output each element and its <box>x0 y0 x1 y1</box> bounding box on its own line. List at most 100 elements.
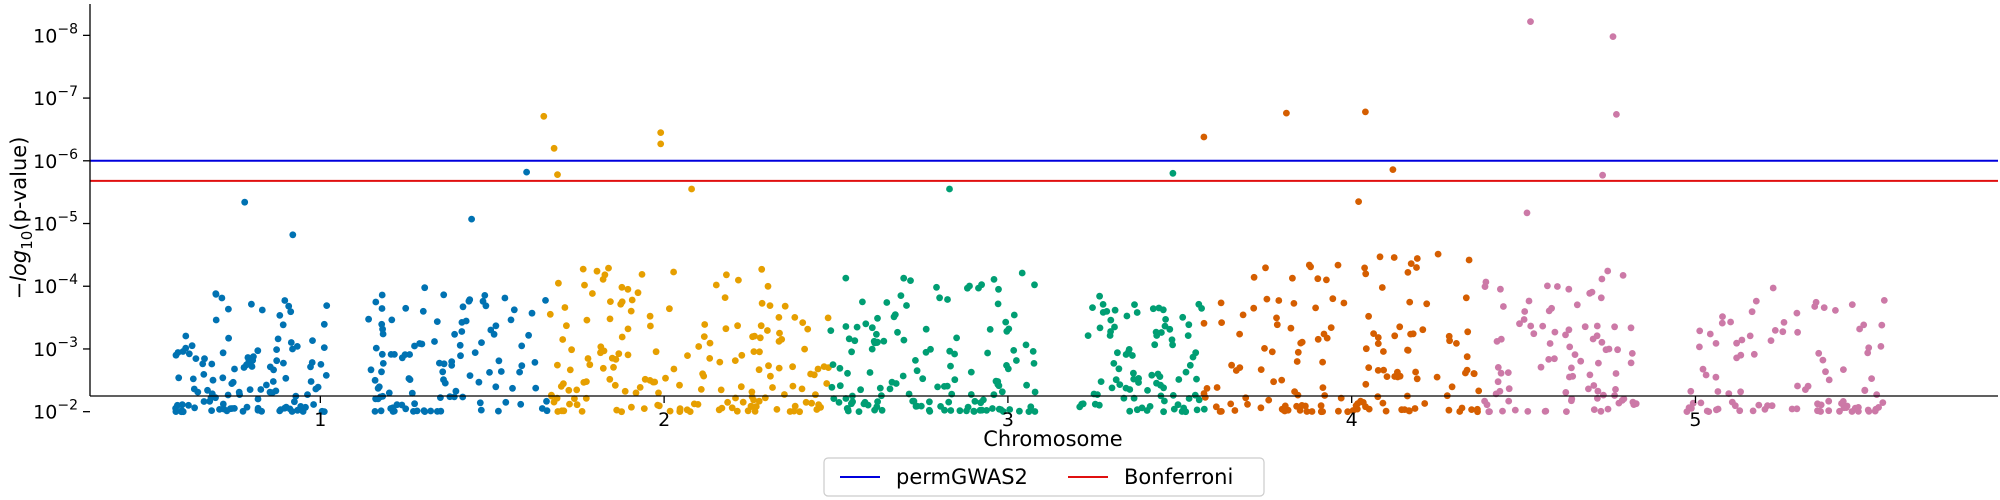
point-chr5 <box>1779 328 1787 336</box>
point-chr3 <box>876 384 884 392</box>
point-chr1 <box>310 401 317 408</box>
y-tick-label: 10−5 <box>33 210 78 236</box>
point-chr2 <box>733 407 741 415</box>
point-chr4 <box>1380 366 1387 374</box>
point-chr5 <box>1546 340 1554 347</box>
point-chr1 <box>320 320 328 328</box>
point-chr1 <box>528 309 536 317</box>
point-chr1 <box>273 357 281 365</box>
point-chr3 <box>1126 386 1134 393</box>
point-chr5 <box>1855 408 1862 415</box>
point-chr1 <box>218 294 226 302</box>
point-chr5 <box>1714 388 1722 395</box>
point-chr3 <box>835 399 843 406</box>
point-chr4 <box>1227 400 1235 408</box>
point-chr5 <box>1612 386 1619 393</box>
point-chr5 <box>1825 397 1833 405</box>
y-tick-label: 10−2 <box>33 398 78 424</box>
point-chr1 <box>282 374 290 382</box>
point-chr5 <box>1496 387 1504 395</box>
point-chr5 <box>1713 406 1720 414</box>
point-chr1 <box>269 378 277 385</box>
point-chr3 <box>1182 368 1190 376</box>
point-chr3 <box>868 345 876 353</box>
point-chr1 <box>416 340 423 347</box>
plot-area: 1 2 3 4 5 10−2 10−3 10−4 10−5 10−6 10−7 10−8 <box>33 4 1998 431</box>
point-chr4 <box>1453 340 1460 347</box>
point-chr1 <box>466 296 474 304</box>
point-chr2 <box>712 281 720 289</box>
point-chr2 <box>764 282 772 290</box>
point-chr2 <box>769 384 776 391</box>
point-chr5 <box>1581 323 1589 331</box>
point-chr1 <box>219 400 227 408</box>
point-chr2 <box>731 357 739 364</box>
point-chr3 <box>844 369 851 377</box>
point-chr5 <box>1873 391 1881 398</box>
point-chr5 <box>1590 406 1598 413</box>
y-tick-label: 10−3 <box>33 335 78 361</box>
point-chr2 <box>706 339 714 347</box>
point-chr5 <box>1848 301 1856 308</box>
point-chr1 <box>322 372 330 379</box>
point-chr5 <box>1563 408 1570 415</box>
point-chr2 <box>718 404 726 412</box>
point-chr3 <box>963 407 970 415</box>
point-chr1 <box>285 302 293 310</box>
point-chr4 <box>1468 406 1475 413</box>
point-chr1 <box>389 404 397 412</box>
point-chr2 <box>706 355 714 362</box>
point-chr5 <box>1598 275 1606 283</box>
point-chr4 <box>1391 332 1399 340</box>
point-chr1 <box>371 408 379 415</box>
point-chr1 <box>190 385 198 393</box>
point-chr3 <box>1031 281 1038 289</box>
point-chr2 <box>634 289 642 297</box>
point-chr2 <box>628 403 635 411</box>
point-chr5 <box>1562 389 1570 396</box>
point-chr3 <box>1076 403 1084 411</box>
point-chr3 <box>1010 347 1018 354</box>
point-chr2 <box>683 406 691 414</box>
point-chr3 <box>857 386 864 394</box>
point-chr5 <box>1597 294 1605 302</box>
point-chr1 <box>257 386 265 393</box>
point-chr2 <box>757 322 765 330</box>
point-chr3 <box>1112 376 1120 384</box>
point-chr2 <box>598 348 605 355</box>
point-chr3 <box>886 385 894 393</box>
point-chr5 <box>1817 401 1825 409</box>
point-chr1 <box>200 398 208 405</box>
point-chr3 <box>1005 325 1013 333</box>
point-chr1 <box>456 341 464 349</box>
point-chr5 <box>1832 307 1839 314</box>
point-chr5 <box>1590 382 1598 389</box>
point-chr4 <box>1312 304 1319 312</box>
point-chr1 <box>459 303 467 311</box>
point-chr3 <box>1031 388 1039 396</box>
point-chr1 <box>248 363 256 370</box>
point-chr1 <box>291 398 298 406</box>
point-chr1 <box>458 319 466 326</box>
point-chr2 <box>823 380 831 387</box>
point-chr4 <box>1340 299 1348 307</box>
point-chr5 <box>1527 322 1535 330</box>
point-chr2 <box>781 302 789 310</box>
point-chr4 <box>1465 256 1473 264</box>
point-chr3 <box>1018 269 1026 277</box>
point-chr2 <box>734 322 741 330</box>
point-chr3 <box>1185 395 1193 402</box>
point-chr1 <box>372 344 380 352</box>
point-chr3 <box>913 367 921 375</box>
point-chr4 <box>1462 294 1470 302</box>
point-chr1 <box>531 359 539 366</box>
point-chr5 <box>1769 284 1777 292</box>
point-chr3 <box>967 391 975 398</box>
point-chr3 <box>1099 309 1107 316</box>
notable-point-chr5 <box>1609 33 1617 40</box>
point-chr4 <box>1404 347 1412 354</box>
point-chr3 <box>912 357 919 364</box>
notable-point-chr4 <box>1283 109 1290 117</box>
point-chr5 <box>1731 402 1739 410</box>
point-chr2 <box>563 322 570 330</box>
